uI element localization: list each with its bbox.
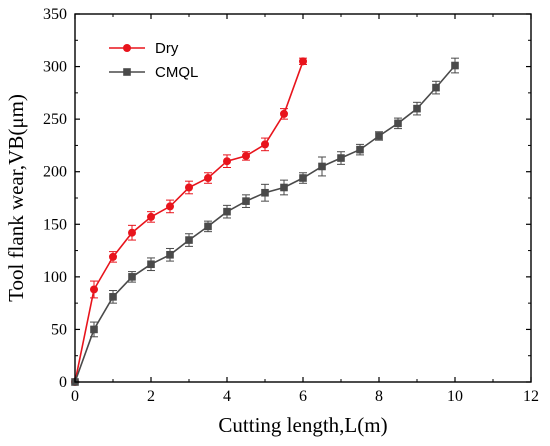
data-point (299, 174, 307, 182)
data-point (242, 197, 250, 205)
data-point (185, 183, 193, 192)
data-point (90, 285, 98, 294)
data-point (356, 145, 364, 154)
x-tick-label: 8 (375, 388, 383, 405)
data-point (128, 273, 136, 281)
y-tick-label: 250 (43, 111, 67, 128)
y-tick-label: 100 (43, 269, 67, 286)
data-point (109, 252, 117, 261)
legend-item-dry: Dry (109, 40, 179, 57)
plot-frame (74, 13, 532, 383)
series-line-dry (74, 61, 304, 383)
y-axis-title: Tool flank wear,VB(μm) (4, 94, 28, 302)
x-tick-label: 2 (147, 388, 155, 405)
data-point (223, 157, 231, 166)
data-point (413, 104, 421, 113)
data-point (375, 132, 383, 140)
x-tick-label: 4 (223, 388, 231, 405)
data-point (166, 250, 174, 259)
data-point (337, 154, 345, 162)
y-tick-label: 150 (43, 216, 67, 233)
legend: Dry CMQL (109, 40, 198, 81)
series-line-cmql (74, 64, 456, 383)
data-point (261, 140, 269, 149)
data-point (128, 228, 136, 237)
y-tick-label: 0 (59, 374, 67, 391)
data-point (280, 183, 288, 192)
y-tick-label: 200 (43, 164, 67, 181)
data-point (242, 151, 250, 160)
legend-label-cmql: CMQL (155, 64, 198, 81)
data-point (223, 207, 231, 216)
y-tick-label: 50 (51, 321, 67, 338)
y-tick-label: 300 (43, 59, 67, 76)
data-point (204, 174, 212, 183)
series-dry (71, 57, 307, 386)
data-point (318, 162, 326, 171)
legend-marker-cmql (123, 68, 131, 76)
data-point (166, 202, 174, 211)
x-tick-label: 0 (71, 388, 79, 405)
data-point (147, 260, 155, 269)
series-cmql (71, 57, 459, 386)
data-point (90, 325, 98, 334)
data-point (432, 83, 440, 92)
x-tick-label: 12 (523, 388, 539, 405)
axis-ticks: 0 2 4 6 8 10 12 0 50 100 150 200 250 300 350 (43, 6, 539, 405)
data-point (299, 57, 307, 66)
data-point (394, 119, 402, 128)
x-tick-label: 6 (299, 388, 307, 405)
data-point (261, 188, 269, 197)
data-point (185, 236, 193, 244)
y-tick-label: 350 (43, 6, 67, 23)
data-point (147, 212, 155, 221)
legend-label-dry: Dry (155, 40, 179, 57)
x-tick-label: 10 (447, 388, 463, 405)
data-point (451, 61, 459, 70)
data-point (109, 293, 117, 301)
legend-item-cmql: CMQL (109, 64, 198, 81)
x-axis-title: Cutting length,L(m) (218, 413, 387, 437)
data-point (204, 222, 212, 231)
data-point (280, 109, 288, 118)
legend-marker-dry (123, 44, 131, 52)
plot-area (71, 57, 459, 386)
